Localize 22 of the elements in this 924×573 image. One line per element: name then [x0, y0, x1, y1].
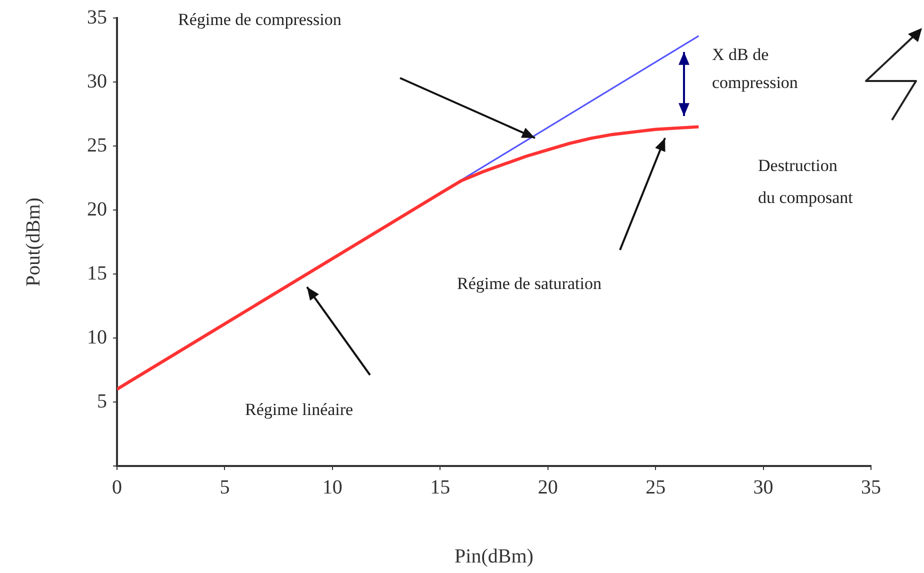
- annotation: Régime de compression: [178, 9, 342, 31]
- annotation: Régime de saturation: [457, 273, 602, 295]
- y-tick-label: 5: [97, 390, 107, 412]
- x-axis-title: Pin(dBm): [454, 545, 534, 568]
- x-tick-label: 5: [220, 476, 230, 498]
- x-tick-label: 20: [538, 476, 558, 498]
- x-tick-label: 10: [322, 476, 342, 498]
- x-tick-label: 15: [430, 476, 450, 498]
- x-tick-label: 0: [112, 476, 122, 498]
- y-tick-label: 10: [87, 326, 107, 348]
- x-tick-label: 30: [753, 476, 774, 498]
- annotation: Destruction du composant: [758, 155, 854, 209]
- y-tick-label: 20: [87, 198, 107, 220]
- y-tick-label: 25: [87, 134, 107, 156]
- y-tick-label: 15: [87, 262, 107, 284]
- annotation: X dB de compression: [712, 44, 799, 94]
- x-tick-label: 25: [646, 476, 666, 498]
- y-tick-label: 30: [87, 70, 107, 92]
- y-axis-title: Pout(dBm): [22, 198, 44, 286]
- annotation: Régime linéaire: [245, 399, 354, 421]
- y-tick-label: 35: [87, 6, 107, 28]
- x-tick-label: 35: [861, 476, 881, 498]
